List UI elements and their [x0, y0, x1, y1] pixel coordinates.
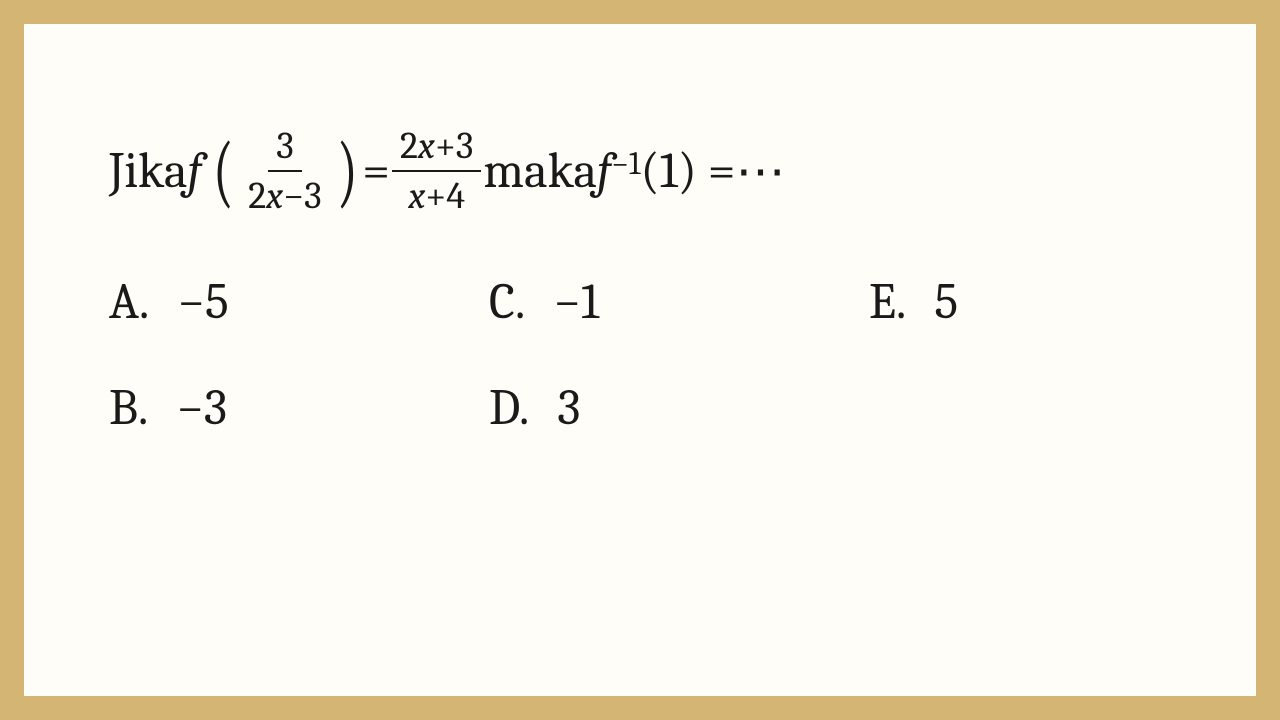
ellipsis: ⋯: [736, 142, 789, 201]
right-paren: ): [336, 143, 357, 199]
argument-text: (1) =: [641, 142, 736, 200]
frac2-numerator: 2x+3: [392, 124, 481, 172]
frac1-denominator: 2x−3: [240, 172, 329, 218]
fraction-1: 3 2x−3: [240, 124, 329, 218]
options-grid: A. −5 C. −1 E. 5 B. −3 D. 3: [109, 273, 1171, 437]
frac2-denominator: x+4: [400, 172, 473, 218]
fraction-2: 2x+3 x+4: [392, 124, 481, 218]
option-a-value: −5: [177, 273, 228, 331]
function-letter-2: f: [597, 142, 611, 200]
prefix-text: Jika: [109, 142, 187, 200]
option-d-label: D.: [489, 379, 529, 437]
option-c-value: −1: [553, 273, 599, 331]
middle-text: maka: [483, 142, 597, 200]
option-e-value: 5: [934, 273, 958, 331]
option-d[interactable]: D. 3: [489, 379, 869, 437]
option-d-value: 3: [557, 379, 580, 437]
option-b-label: B.: [109, 379, 148, 437]
frac1-numerator: 3: [268, 124, 302, 172]
question-text: Jika f ( 3 2x−3 ) = 2x+3 x+4 maka f −1 (…: [109, 124, 1171, 218]
option-b[interactable]: B. −3: [109, 379, 489, 437]
option-c-label: C.: [489, 273, 525, 331]
option-a-label: A.: [109, 273, 149, 331]
question-card: Jika f ( 3 2x−3 ) = 2x+3 x+4 maka f −1 (…: [24, 24, 1256, 696]
option-e-label: E.: [869, 273, 906, 331]
function-letter: f: [187, 142, 201, 200]
option-e[interactable]: E. 5: [869, 273, 1171, 331]
inverse-superscript: −1: [611, 145, 640, 182]
left-paren: (: [212, 143, 233, 199]
option-c[interactable]: C. −1: [489, 273, 869, 331]
option-a[interactable]: A. −5: [109, 273, 489, 331]
equals-sign: =: [362, 142, 390, 200]
option-b-value: −3: [176, 379, 227, 437]
